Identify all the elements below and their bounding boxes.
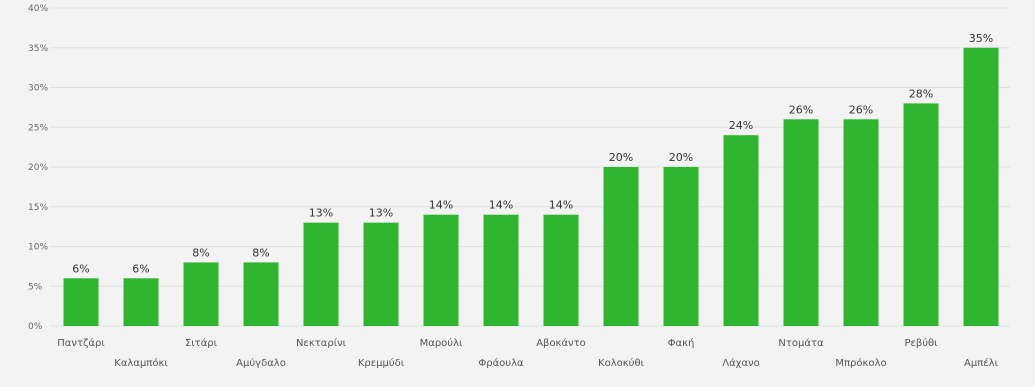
data-label: 20% xyxy=(609,151,633,164)
data-label: 26% xyxy=(789,103,813,116)
data-label: 6% xyxy=(72,262,89,275)
data-label: 13% xyxy=(369,207,393,220)
category-label: Σιτάρι xyxy=(185,337,218,349)
bar xyxy=(363,222,399,326)
category-label: Μπρόκολο xyxy=(835,357,886,369)
y-tick-label: 0% xyxy=(28,322,43,332)
bar xyxy=(243,262,279,326)
y-tick-label: 20% xyxy=(28,163,48,173)
bar xyxy=(63,278,99,326)
y-tick-label: 30% xyxy=(28,84,48,94)
data-label: 14% xyxy=(549,199,573,212)
bar xyxy=(663,167,699,326)
data-label: 20% xyxy=(669,151,693,164)
bar xyxy=(123,278,159,326)
bar xyxy=(783,119,819,326)
bar xyxy=(843,119,879,326)
bar xyxy=(903,103,939,327)
category-label: Καλαμπόκι xyxy=(114,357,168,369)
data-label: 26% xyxy=(849,103,873,116)
category-label: Μαρούλι xyxy=(420,337,463,349)
y-tick-label: 40% xyxy=(28,4,48,14)
category-label: Φράουλα xyxy=(478,357,524,369)
data-label: 6% xyxy=(132,262,149,275)
data-label: 35% xyxy=(969,32,993,45)
data-label: 28% xyxy=(909,87,933,100)
data-label: 14% xyxy=(429,199,453,212)
y-tick-label: 10% xyxy=(28,243,48,253)
data-label: 24% xyxy=(729,119,753,132)
category-label: Αβοκάντο xyxy=(536,337,586,349)
category-label: Φακή xyxy=(668,337,695,349)
y-tick-label: 35% xyxy=(28,44,48,54)
data-label: 8% xyxy=(192,246,209,259)
bar xyxy=(483,214,519,326)
y-tick-label: 15% xyxy=(28,203,48,213)
data-label: 8% xyxy=(252,246,269,259)
bar xyxy=(543,214,579,326)
bar xyxy=(603,167,639,326)
category-label: Κολοκύθι xyxy=(598,357,645,369)
category-label: Ντομάτα xyxy=(778,337,824,349)
bar xyxy=(303,222,339,326)
bar xyxy=(723,135,759,326)
category-label: Αμπέλι xyxy=(964,357,999,369)
category-label: Λάχανο xyxy=(722,357,760,369)
y-tick-label: 25% xyxy=(28,123,48,133)
category-label: Αμύγδαλο xyxy=(236,357,286,369)
bar xyxy=(423,214,459,326)
category-label: Κρεμμύδι xyxy=(358,357,405,369)
category-label: Ρεβύθι xyxy=(904,337,938,349)
category-label: Νεκταρίνι xyxy=(296,337,347,349)
data-label: 13% xyxy=(309,207,333,220)
data-label: 14% xyxy=(489,199,513,212)
bar xyxy=(963,47,999,326)
bar xyxy=(183,262,219,326)
category-label: Παντζάρι xyxy=(57,337,105,349)
y-tick-label: 5% xyxy=(28,282,43,292)
